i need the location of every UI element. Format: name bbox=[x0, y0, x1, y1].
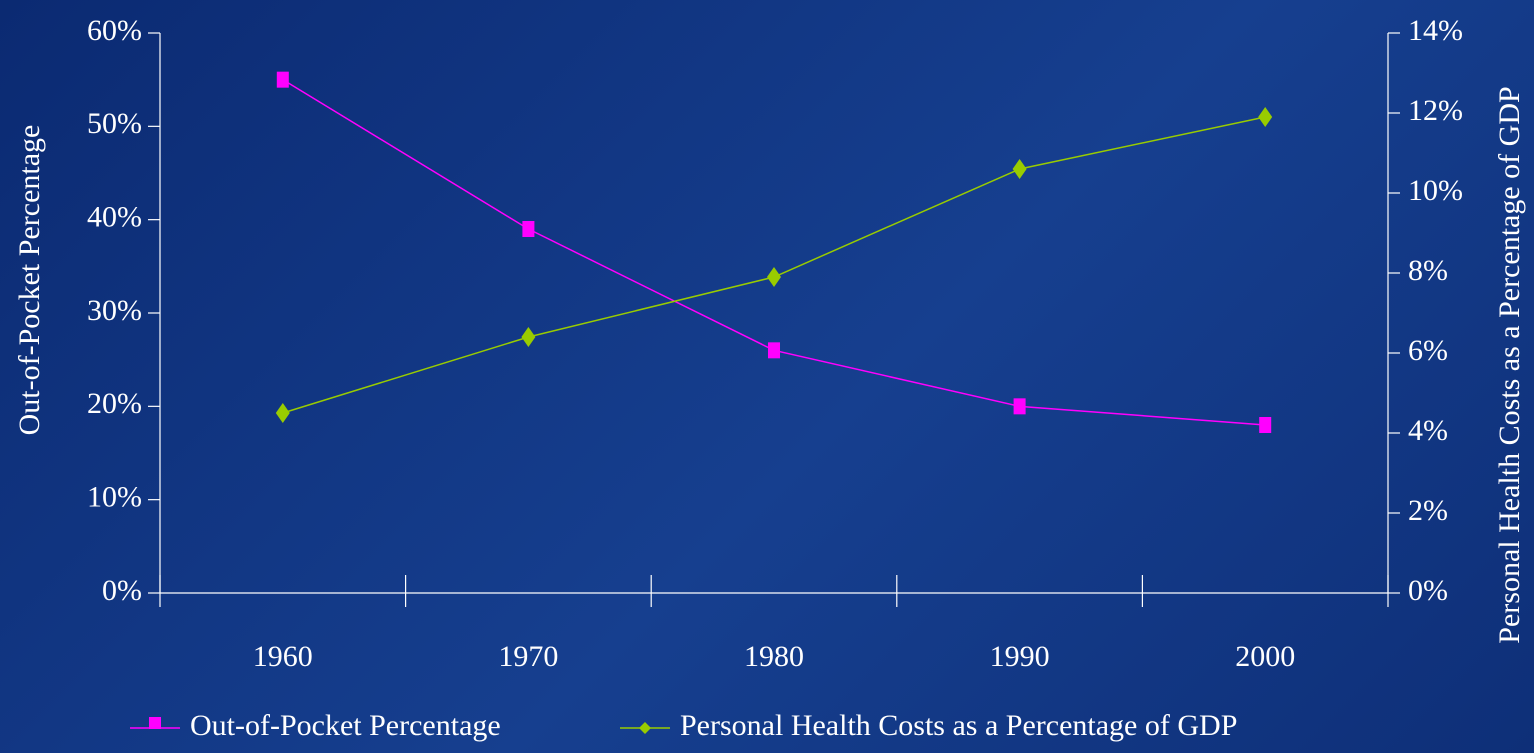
legend-marker bbox=[639, 722, 651, 734]
series-line bbox=[282, 79, 1266, 426]
y2-tick-label: 2% bbox=[1408, 494, 1448, 527]
x-tick-label: 1960 bbox=[253, 640, 313, 673]
marker bbox=[768, 342, 780, 359]
marker bbox=[521, 327, 536, 347]
marker bbox=[1259, 417, 1272, 433]
y2-tick-label: 14% bbox=[1408, 14, 1463, 47]
y-tick-label: 30% bbox=[87, 294, 142, 327]
marker bbox=[1012, 159, 1027, 179]
series-line bbox=[282, 116, 1266, 414]
x-tick-label: 1970 bbox=[498, 640, 558, 673]
x-tick-label: 1990 bbox=[990, 640, 1050, 673]
y-tick-label: 10% bbox=[87, 481, 142, 514]
y-tick-label: 50% bbox=[87, 107, 142, 140]
y2-tick-label: 10% bbox=[1408, 174, 1463, 207]
y2-tick-label: 8% bbox=[1408, 254, 1448, 287]
y2-tick-label: 0% bbox=[1408, 574, 1448, 607]
marker bbox=[276, 71, 289, 88]
marker bbox=[767, 267, 781, 287]
y2-tick-label: 4% bbox=[1408, 414, 1448, 447]
legend-label: Out-of-Pocket Percentage bbox=[190, 709, 501, 742]
legend-marker bbox=[149, 717, 161, 729]
y-axis-title: Out-of-Pocket Percentage bbox=[13, 125, 46, 436]
marker bbox=[1013, 398, 1026, 415]
y-tick-label: 40% bbox=[87, 201, 142, 234]
y-tick-label: 0% bbox=[102, 574, 142, 607]
marker bbox=[275, 403, 290, 423]
x-tick-label: 1980 bbox=[744, 640, 804, 673]
x-tick-label: 2000 bbox=[1235, 640, 1295, 673]
y2-tick-label: 12% bbox=[1408, 94, 1463, 127]
y2-axis-title: Personal Health Costs as a Percentage of… bbox=[1493, 86, 1526, 643]
y-tick-label: 60% bbox=[87, 14, 142, 47]
marker bbox=[1258, 107, 1273, 127]
y-tick-label: 20% bbox=[87, 387, 142, 420]
y2-tick-label: 6% bbox=[1408, 334, 1448, 367]
marker bbox=[522, 221, 535, 237]
legend-label: Personal Health Costs as a Percentage of… bbox=[680, 709, 1237, 742]
